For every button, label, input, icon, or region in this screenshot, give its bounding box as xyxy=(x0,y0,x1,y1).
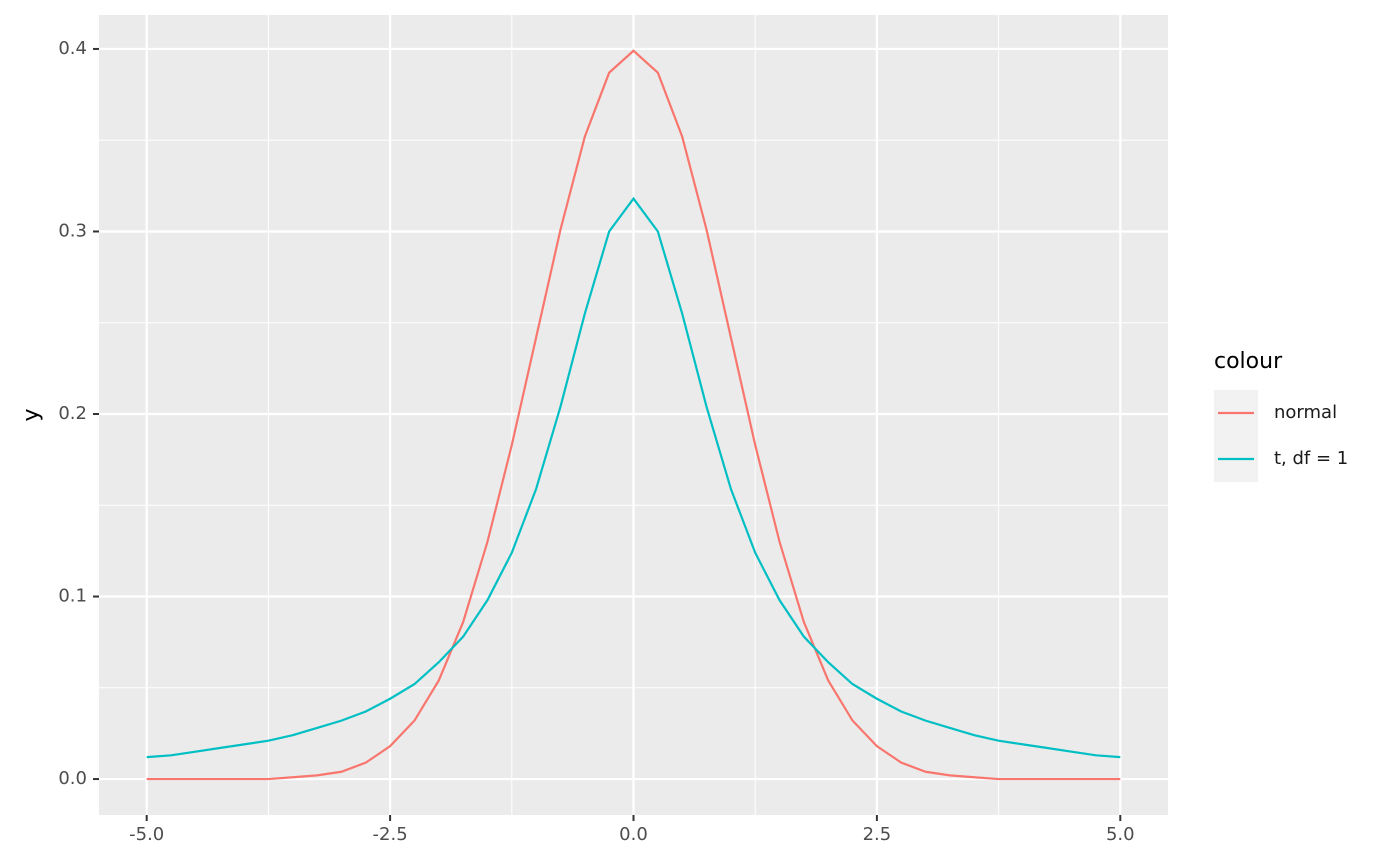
legend-title: colour xyxy=(1214,349,1283,374)
x-tick-label: -5.0 xyxy=(129,824,164,845)
x-tick-label: -2.5 xyxy=(373,824,408,845)
y-axis-label: y xyxy=(19,408,44,421)
y-tick-label: 0.2 xyxy=(58,403,87,424)
y-tick-label: 0.0 xyxy=(58,768,87,789)
legend-label: t, df = 1 xyxy=(1274,448,1348,469)
x-tick-label: 0.0 xyxy=(619,824,648,845)
legend-label: normal xyxy=(1274,402,1337,423)
y-tick-label: 0.1 xyxy=(58,586,87,607)
legend-key-background xyxy=(1214,390,1258,482)
data-line xyxy=(146,196,1121,759)
x-tick-label: 5.0 xyxy=(1106,824,1135,845)
data-line xyxy=(146,49,1121,781)
y-tick-label: 0.4 xyxy=(58,38,87,59)
x-tick-label: 2.5 xyxy=(863,824,892,845)
y-tick-label: 0.3 xyxy=(58,220,87,241)
